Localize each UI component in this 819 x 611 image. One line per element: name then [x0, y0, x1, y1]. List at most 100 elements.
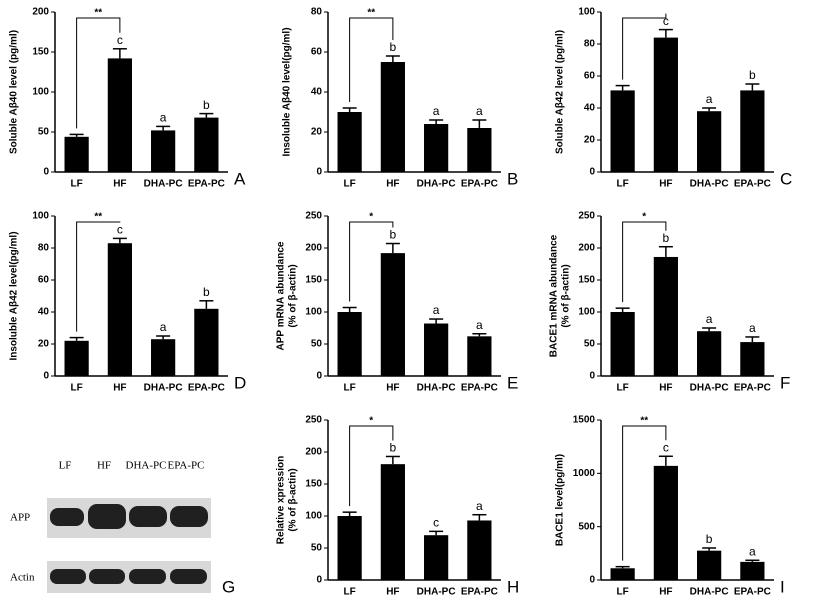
x-tick-label: DHA-PC [417, 587, 456, 598]
x-tick-label: LF [71, 383, 83, 394]
y-axis-label: BACE1 level(pg/ml) [555, 454, 566, 546]
y-tick-label: 50 [584, 339, 596, 350]
significance-bracket [622, 13, 667, 80]
group-letter: b [390, 40, 397, 54]
group-letter: a [706, 312, 713, 326]
bar [610, 568, 635, 580]
x-tick-label: DHA-PC [144, 179, 183, 190]
y-tick-label: 200 [305, 447, 322, 458]
y-axis-label: Insoluble Aβ40 level(pg/ml) [282, 27, 293, 156]
panel-letter: A [234, 169, 246, 188]
significance-bracket [349, 221, 394, 302]
group-letter: c [117, 223, 123, 237]
y-tick-label: 40 [584, 103, 596, 114]
x-tick-label: DHA-PC [690, 179, 729, 190]
significance-mark: * [369, 212, 373, 223]
lane-label: DHA-PC [126, 460, 167, 472]
row-label: APP [10, 512, 30, 524]
y-tick-label: 100 [32, 87, 49, 98]
y-tick-label: 20 [38, 339, 50, 350]
group-letter: c [663, 440, 669, 454]
y-tick-label: 80 [311, 7, 323, 18]
group-letter: a [160, 111, 167, 125]
panel-letter: D [234, 373, 246, 392]
x-tick-label: DHA-PC [417, 383, 456, 394]
y-axis-label: (% of β-actin) [561, 264, 572, 327]
significance-mark: * [642, 212, 646, 223]
group-letter: a [433, 303, 440, 317]
bar [107, 243, 132, 376]
group-letter: b [706, 532, 713, 546]
bar-chart: 0 20 40 60 80 Insoluble Aβ40 level(pg/ml) LF HF… [282, 7, 519, 190]
y-tick-label: 200 [578, 243, 595, 254]
group-letter: b [390, 228, 397, 242]
y-axis-label: Soluble Aβ40 level (pg/ml) [9, 30, 20, 154]
western-blot: LF HF DHA-PC EPA-PC APP Actin G [10, 460, 235, 597]
y-tick-label: 50 [311, 543, 323, 554]
panel-letter: I [780, 577, 785, 596]
panel-letter: F [780, 373, 790, 392]
bar [337, 516, 362, 580]
x-tick-label: HF [386, 587, 399, 598]
y-axis-label: Insoluble Aβ42 level(pg/ml) [9, 231, 20, 360]
bar [653, 256, 678, 376]
bar [151, 339, 176, 376]
bar [467, 128, 492, 172]
bar [653, 465, 678, 580]
y-tick-label: 0 [316, 371, 322, 382]
group-letter: a [160, 320, 167, 334]
y-tick-label: 200 [305, 243, 322, 254]
x-tick-label: LF [617, 179, 629, 190]
x-tick-label: DHA-PC [144, 383, 183, 394]
row-label: Actin [10, 572, 35, 584]
y-tick-label: 60 [38, 275, 50, 286]
bar-chart: 0 50 100 150 200 250 APP mRNA abundance (% of β… [276, 211, 519, 394]
band [89, 569, 125, 584]
group-letter: a [433, 104, 440, 118]
x-tick-label: HF [386, 179, 399, 190]
x-tick-label: DHA-PC [417, 179, 456, 190]
y-tick-label: 100 [305, 511, 322, 522]
y-tick-label: 20 [584, 135, 596, 146]
significance-mark: ** [94, 212, 102, 223]
x-tick-label: HF [113, 383, 126, 394]
bar [610, 90, 635, 172]
y-tick-label: 250 [578, 211, 595, 222]
band [50, 569, 86, 584]
x-tick-label: HF [113, 179, 126, 190]
x-tick-label: LF [617, 383, 629, 394]
y-tick-label: 20 [311, 127, 323, 138]
significance-bracket [622, 221, 667, 303]
y-tick-label: 250 [305, 415, 322, 426]
significance-mark: ** [94, 8, 102, 19]
bar [424, 535, 449, 580]
band [170, 569, 207, 584]
bar [697, 111, 722, 172]
y-tick-label: 150 [578, 275, 595, 286]
group-letter: a [476, 318, 483, 332]
band [129, 569, 166, 584]
x-tick-label: EPA-PC [188, 383, 225, 394]
bar [337, 312, 362, 376]
y-axis-label: (% of β-actin) [288, 468, 299, 531]
bar [467, 520, 492, 580]
group-letter: a [749, 321, 756, 335]
y-tick-label: 100 [305, 307, 322, 318]
y-tick-label: 1000 [573, 468, 596, 479]
y-axis-label: (% of β-actin) [288, 264, 299, 327]
y-tick-label: 150 [32, 47, 49, 58]
band [50, 508, 84, 526]
y-tick-label: 100 [578, 307, 595, 318]
x-tick-label: DHA-PC [690, 383, 729, 394]
y-tick-label: 0 [589, 371, 595, 382]
bar [697, 331, 722, 376]
group-letter: b [203, 98, 210, 112]
x-tick-label: HF [659, 179, 672, 190]
y-tick-label: 0 [43, 167, 49, 178]
bar [380, 464, 405, 580]
x-tick-label: HF [386, 383, 399, 394]
bar [697, 550, 722, 580]
y-tick-label: 60 [311, 47, 323, 58]
panel-letter: E [507, 373, 518, 392]
bar [194, 117, 219, 172]
